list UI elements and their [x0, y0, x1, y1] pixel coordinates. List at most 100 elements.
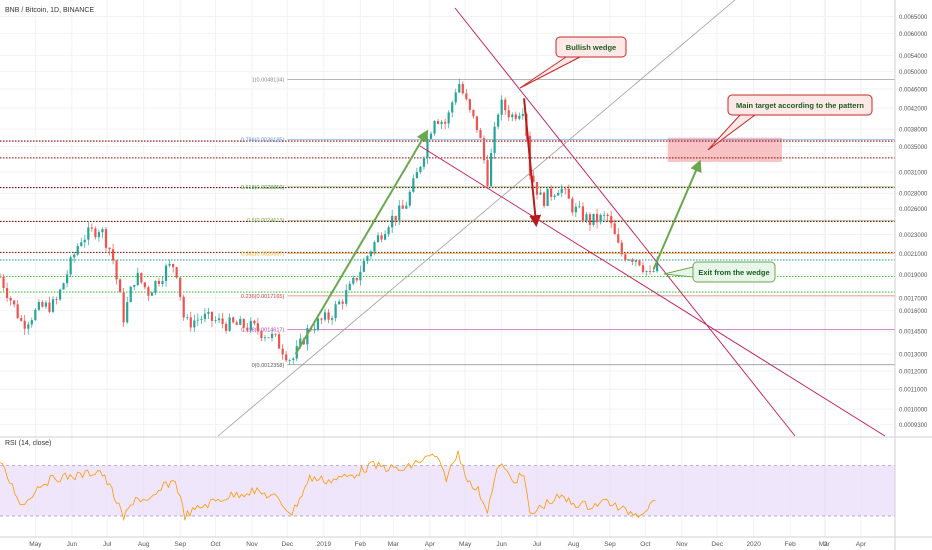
time-tick-label: Aug: [138, 541, 150, 548]
candle-body: [313, 329, 316, 331]
candle-body: [571, 198, 574, 213]
candle-body: [567, 188, 570, 199]
candle-body: [136, 272, 139, 286]
candle-body: [588, 214, 592, 225]
candle-body: [415, 172, 418, 179]
candle-body: [235, 322, 238, 325]
candle-body: [648, 271, 652, 272]
candle-body: [232, 317, 235, 323]
candle-body: [108, 247, 111, 250]
candle-body: [620, 242, 623, 255]
time-tick-label: Jul: [533, 541, 542, 548]
candle-body: [362, 260, 365, 272]
candle-body: [119, 279, 122, 293]
candle-body: [150, 292, 154, 296]
candle-body: [225, 323, 228, 331]
rsi-line: [0, 450, 656, 522]
price-tick-label: 0.0046000: [899, 88, 928, 94]
candle-body: [613, 223, 616, 235]
price-tick-label: 0.0009300: [899, 423, 928, 429]
bearish-arrow: [523, 98, 542, 228]
time-tick-label: Dec: [711, 541, 723, 548]
candle-body: [246, 327, 249, 331]
callout-pointer-exit: [663, 266, 694, 278]
candle-body: [41, 302, 44, 307]
candle-body: [13, 300, 16, 305]
candle-body: [288, 360, 291, 361]
time-tick-label: Mar: [819, 541, 831, 548]
candle-body: [369, 251, 373, 257]
candle-body: [140, 272, 143, 283]
candle-body: [217, 318, 221, 321]
candle-body: [285, 354, 288, 361]
candle-body: [394, 215, 397, 221]
price-tick-label: 0.0065000: [899, 15, 928, 21]
fibonacci-layer: 1(0.0048134) 0.786(0.0036185) 0.618(0.0028…: [241, 78, 895, 369]
annotation-main-target[interactable]: Main target according to the pattern: [727, 94, 873, 116]
candle-body: [97, 232, 101, 238]
candle-body: [242, 319, 245, 328]
annotation-exit-wedge[interactable]: Exit from the wedge: [692, 261, 776, 283]
time-tick-label: Feb: [785, 541, 797, 548]
candle-body: [553, 195, 556, 197]
candle-body: [203, 313, 207, 319]
candle-body: [30, 320, 33, 325]
candle-body: [486, 160, 489, 186]
candle-body: [214, 320, 217, 322]
candle-body: [352, 277, 355, 284]
candle-body: [610, 216, 613, 224]
candle-body: [253, 320, 256, 324]
candle-body: [595, 213, 599, 223]
candle-body: [652, 271, 655, 272]
candle-body: [535, 182, 539, 195]
target-arrow: [652, 159, 702, 270]
candle-body: [440, 121, 443, 124]
candle-body: [122, 292, 125, 323]
time-tick-label: May: [459, 541, 472, 548]
time-tick-label: Apr: [856, 541, 867, 548]
candle-body: [27, 324, 30, 329]
candle-body: [391, 215, 394, 228]
fib-level-label: 0.5(0.0024613): [247, 218, 284, 224]
candle-body: [500, 99, 503, 115]
time-tick-label: Apr: [425, 541, 436, 548]
candle-body: [454, 92, 457, 103]
candle-body: [239, 319, 242, 325]
candle-body: [115, 260, 118, 280]
candle-body: [189, 317, 192, 328]
candle-body: [101, 229, 104, 233]
candle-body: [277, 334, 281, 349]
candle-body: [518, 115, 521, 119]
price-tick-label: 0.0010000: [899, 408, 928, 414]
candle-body: [408, 191, 411, 206]
candle-body: [2, 276, 5, 289]
fib-level-label: 0.618(0.0028859): [241, 185, 285, 191]
candle-body: [23, 320, 26, 329]
fib-level-label: 0.236(0.0017165): [241, 294, 285, 300]
fib-level-label: 0.786(0.0036185): [241, 137, 285, 143]
price-tick-label: 0.0016000: [899, 309, 928, 315]
candle-body: [66, 274, 69, 284]
candle-body: [422, 157, 426, 167]
candle-body: [539, 192, 542, 195]
price-tick-label: 0.0026000: [899, 207, 928, 213]
candle-body: [447, 112, 450, 124]
price-tick-label: 0.0021000: [899, 252, 928, 258]
time-tick-label: Aug: [568, 541, 580, 548]
candle-body: [270, 333, 274, 339]
candle-body: [143, 282, 146, 288]
time-tick-label: Jun: [496, 541, 507, 548]
rsi-layer: 80.0060.0040.0020.00: [0, 450, 917, 533]
candle-body: [249, 320, 252, 331]
candle-body: [210, 311, 214, 321]
candle-body: [475, 116, 479, 131]
candle-body: [624, 254, 627, 261]
candle-body: [260, 331, 263, 339]
time-tick-label: Dec: [282, 541, 294, 548]
fib-level-label: 0(0.0012358): [252, 363, 285, 369]
price-tick-label: 0.0011000: [899, 388, 928, 394]
candle-body: [292, 358, 295, 361]
candle-body: [656, 259, 659, 272]
annotation-bullish-wedge[interactable]: Bullish wedge: [555, 36, 627, 58]
candle-body: [338, 301, 341, 305]
